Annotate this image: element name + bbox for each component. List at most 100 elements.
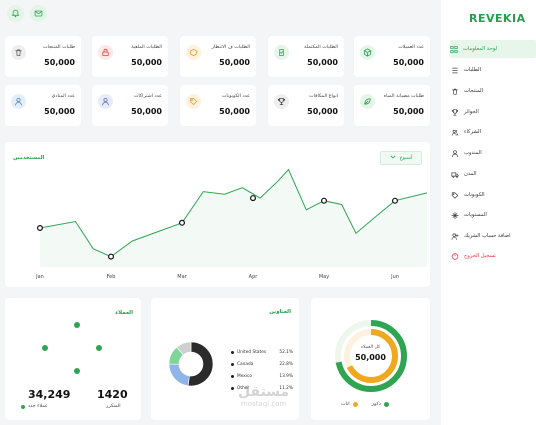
- period-dropdown[interactable]: أسبوع: [380, 151, 422, 165]
- sidebar-item-label: الطلبات: [464, 67, 482, 73]
- legend-dot: [21, 404, 25, 409]
- total-value: 50,000: [355, 353, 386, 362]
- stat-card: انواع المكافات 50,000: [268, 85, 344, 126]
- stat-label: الطلبات ف الانتظار: [211, 45, 250, 50]
- check-icon: [274, 45, 289, 60]
- pie-legend: United States 52.1% Canada 22.8% Mexico 13.9%…: [231, 346, 293, 394]
- pie-legend-value: 22.8%: [279, 361, 293, 367]
- line-point: [250, 195, 257, 202]
- pie-legend-value: 52.1%: [279, 349, 293, 355]
- legend-female-label: اناث: [341, 402, 350, 407]
- x-tick-label: May: [319, 274, 329, 280]
- stat-card: الطلبات ف الانتظار 50,000: [180, 36, 256, 77]
- gender-legend: ذكور اناث: [341, 402, 389, 407]
- trash-icon: [451, 87, 459, 95]
- list-icon: [451, 66, 459, 74]
- new-clients-label: عملاء جدد: [28, 404, 48, 409]
- sidebar: REVEKIA لوحة المعلومات الطلبات المنتجات الج…: [441, 0, 536, 425]
- stat-value: 50,000: [131, 107, 162, 116]
- sidebar-item-10[interactable]: تسجيل الخروج: [451, 247, 531, 265]
- lock-icon: [98, 45, 113, 60]
- dropdown-value: أسبوع: [399, 155, 413, 161]
- watermark: مستقل mostaql.com: [238, 384, 289, 408]
- pie-legend-label: Canada: [237, 361, 254, 367]
- trash-icon: [11, 45, 26, 60]
- new-clients-legend: عملاء جدد: [21, 404, 48, 409]
- pie-legend-row: Canada 22.8%: [231, 358, 293, 370]
- sidebar-item-label: المستويات: [464, 212, 487, 218]
- line-point: [179, 219, 186, 226]
- tag-icon: [186, 94, 201, 109]
- stat-value: 50,000: [307, 107, 338, 116]
- stat-label: عدد العميلات: [398, 45, 424, 50]
- levels-icon: [451, 211, 459, 220]
- sidebar-item-7[interactable]: الكوبونات: [451, 186, 531, 204]
- brand-logo: REVEKIA: [469, 12, 526, 25]
- clients-card: العملاء 34,249 عملاء جدد 1420 المتكرر: [5, 298, 141, 420]
- stat-value: 50,000: [393, 58, 424, 67]
- legend-dot: [231, 362, 234, 366]
- stat-card: عدد العميلات 50,000: [354, 36, 430, 77]
- legend-male: ذكور: [372, 402, 389, 407]
- repeat-clients-label: المتكرر: [106, 404, 121, 409]
- sidebar-item-label: لوحة المعلومات: [463, 46, 498, 52]
- person-icon: [451, 149, 459, 158]
- stat-value: 50,000: [131, 58, 162, 67]
- stat-label: طلبات المنتجات: [43, 45, 75, 50]
- stat-card: الطلبات الملغية 50,000: [92, 36, 168, 77]
- line-point: [107, 253, 114, 260]
- users-chart-card: المستخدمين أسبوع Jan Feb Mar Apr May Jun: [5, 142, 430, 287]
- pie-legend-row: United States 52.1%: [231, 346, 293, 358]
- watermark-text: مستقل: [238, 384, 290, 400]
- legend-female: اناث: [341, 402, 358, 407]
- sidebar-item-label: الشركاء: [464, 129, 482, 135]
- sidebar-item-0[interactable]: لوحة المعلومات: [450, 40, 536, 58]
- sidebar-item-6[interactable]: المدن: [451, 165, 531, 183]
- stat-label: عدد المنادي: [51, 94, 75, 99]
- stat-card: عدد اشتراكات 50,000: [92, 85, 168, 126]
- tag-icon: [451, 191, 459, 199]
- pie-legend-label: Other: [237, 385, 250, 391]
- line-series: [39, 168, 428, 258]
- stat-value: 50,000: [219, 107, 250, 116]
- total-clients-card: كل العملاء 50,000 ذكور اناث: [311, 298, 430, 420]
- sidebar-item-9[interactable]: اضافة حساب الشريك: [451, 227, 531, 245]
- sidebar-item-3[interactable]: الجوائز: [451, 103, 531, 121]
- stat-value: 50,000: [44, 58, 75, 67]
- stat-label: الطلبات المكتملة: [304, 45, 338, 50]
- pie-legend-value: 11.2%: [279, 385, 293, 391]
- person-icon: [98, 94, 113, 109]
- sidebar-item-5[interactable]: المندوب: [451, 144, 531, 162]
- sidebar-item-2[interactable]: المنتجات: [451, 82, 531, 100]
- watermark-sub: mostaql.com: [240, 400, 287, 408]
- stat-label: طلبات مصيانة المياه: [383, 94, 424, 99]
- stat-value: 50,000: [307, 58, 338, 67]
- trophy-icon: [451, 108, 459, 116]
- stat-card: الطلبات المكتملة 50,000: [268, 36, 344, 77]
- legend-dot: [383, 402, 389, 407]
- female-arc: [344, 329, 398, 383]
- pie-legend-label: United States: [237, 349, 267, 355]
- mail-icon[interactable]: [30, 5, 47, 22]
- grid-icon: [450, 45, 458, 54]
- clients-ring: [42, 322, 102, 374]
- stat-label: عدد الكوبونات: [221, 94, 250, 99]
- new-clients-value: 34,249: [28, 388, 71, 401]
- addresses-title: العناوين: [269, 309, 291, 315]
- stat-card: عدد الكوبونات 50,000: [180, 85, 256, 126]
- x-tick-label: Apr: [249, 274, 259, 280]
- stat-card: طلبات المنتجات 50,000: [5, 36, 81, 77]
- stat-value: 50,000: [393, 107, 424, 116]
- x-tick-label: Mar: [177, 274, 187, 280]
- pie-slice: [168, 363, 190, 387]
- sidebar-item-8[interactable]: المستويات: [451, 206, 531, 224]
- line-area: [40, 169, 427, 267]
- bell-icon[interactable]: [7, 5, 24, 22]
- legend-dot: [231, 374, 234, 378]
- sidebar-item-4[interactable]: الشركاء: [451, 123, 531, 141]
- truck-icon: [451, 170, 459, 178]
- sidebar-item-1[interactable]: الطلبات: [451, 61, 531, 79]
- line-point: [36, 224, 43, 231]
- stat-label: انواع المكافات: [309, 94, 338, 99]
- total-label: كل العملاء: [360, 345, 381, 350]
